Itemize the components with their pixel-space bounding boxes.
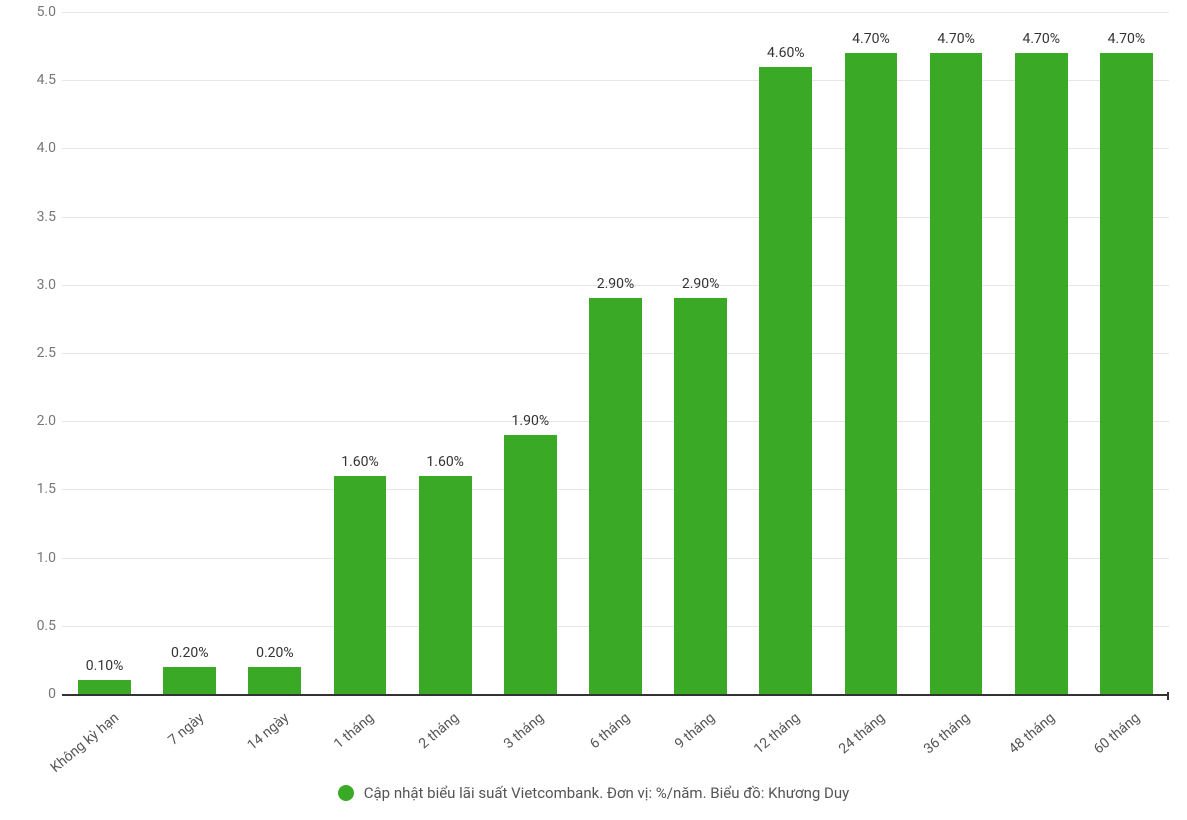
- bar-value-label: 1.90%: [512, 413, 550, 429]
- x-axis-label: 7 ngày: [165, 710, 207, 749]
- bar: 2.90%: [674, 298, 727, 694]
- bar-value-label: 0.20%: [256, 645, 294, 661]
- bar: 2.90%: [589, 298, 642, 694]
- y-tick-label: 4.0: [20, 140, 56, 156]
- bar: 0.10%: [78, 680, 131, 694]
- bar-slot: 0.20%: [248, 12, 301, 694]
- bar-slot: 0.20%: [163, 12, 216, 694]
- legend-dot-icon: [338, 785, 354, 801]
- bar-value-label: 0.20%: [171, 645, 209, 661]
- bar: 0.20%: [248, 667, 301, 694]
- x-axis-label: Không kỳ hạn: [47, 710, 121, 776]
- bar-value-label: 2.90%: [682, 276, 720, 292]
- x-axis-label: 14 ngày: [244, 710, 292, 754]
- y-tick-label: 4.5: [20, 72, 56, 88]
- bar-value-label: 4.60%: [767, 45, 805, 61]
- y-tick-label: 0: [20, 686, 56, 702]
- y-tick-label: 2.0: [20, 413, 56, 429]
- x-axis-label: 1 tháng: [331, 710, 377, 752]
- bar-value-label: 4.70%: [1022, 31, 1060, 47]
- bar-slot: 4.70%: [845, 12, 898, 694]
- bar-slot: 4.70%: [930, 12, 983, 694]
- x-axis-label: 60 tháng: [1091, 710, 1143, 757]
- bar-slot: 4.70%: [1015, 12, 1068, 694]
- bar: 1.60%: [419, 476, 472, 694]
- legend: Cập nhật biểu lãi suất Vietcombank. Đơn …: [0, 784, 1187, 802]
- x-axis-label: 9 tháng: [672, 710, 718, 752]
- bar-value-label: 0.10%: [86, 658, 124, 674]
- x-axis-label: 12 tháng: [751, 710, 803, 757]
- bar: 1.90%: [504, 435, 557, 694]
- bar: 4.60%: [759, 67, 812, 694]
- bar-value-label: 2.90%: [597, 276, 635, 292]
- y-tick-label: 0.5: [20, 618, 56, 634]
- bar-slot: 1.90%: [504, 12, 557, 694]
- bar-slot: 4.60%: [759, 12, 812, 694]
- bar-value-label: 1.60%: [341, 454, 379, 470]
- bar-value-label: 1.60%: [426, 454, 464, 470]
- x-axis-label: 6 tháng: [586, 710, 632, 752]
- bar: 0.20%: [163, 667, 216, 694]
- bar: 4.70%: [930, 53, 983, 694]
- bar-slot: 1.60%: [334, 12, 387, 694]
- plot-area: 00.51.01.52.02.53.03.54.04.55.0 0.10%0.2…: [62, 12, 1169, 694]
- bar: 1.60%: [334, 476, 387, 694]
- x-axis-label: 3 tháng: [501, 710, 547, 752]
- bar-value-label: 4.70%: [937, 31, 975, 47]
- bar-value-label: 4.70%: [852, 31, 890, 47]
- y-tick-label: 5.0: [20, 4, 56, 20]
- y-tick-label: 3.5: [20, 209, 56, 225]
- y-tick-label: 1.0: [20, 550, 56, 566]
- bar-slot: 4.70%: [1100, 12, 1153, 694]
- bar: 4.70%: [845, 53, 898, 694]
- bar-slot: 2.90%: [589, 12, 642, 694]
- y-tick-label: 3.0: [20, 277, 56, 293]
- legend-text: Cập nhật biểu lãi suất Vietcombank. Đơn …: [364, 784, 850, 802]
- interest-rate-chart: 0 0.5 1.0 1.5 2.0 2.5 3.0 3.5 4.0 4.5 5.0 0.10% 0.2…: [0, 0, 1187, 820]
- bar-value-label: 4.70%: [1108, 31, 1146, 47]
- x-axis-label: 36 tháng: [921, 710, 973, 757]
- bar-slot: 0.10%: [78, 12, 131, 694]
- bar-slot: 1.60%: [419, 12, 472, 694]
- y-tick-label: 1.5: [20, 481, 56, 497]
- bar: 4.70%: [1100, 53, 1153, 694]
- x-axis-label: 24 tháng: [836, 710, 888, 757]
- y-tick-label: 2.5: [20, 345, 56, 361]
- bars-container: 0.10% 0.20% 0.20% 1.60% 1.60% 1.90% 2.90% 2.90%…: [62, 12, 1169, 694]
- x-axis-label: 48 tháng: [1006, 710, 1058, 757]
- x-axis-label: 2 tháng: [416, 710, 462, 752]
- bar: 4.70%: [1015, 53, 1068, 694]
- bar-slot: 2.90%: [674, 12, 727, 694]
- x-axis-labels: Không kỳ hạn7 ngày14 ngày1 tháng2 tháng3…: [62, 694, 1169, 774]
